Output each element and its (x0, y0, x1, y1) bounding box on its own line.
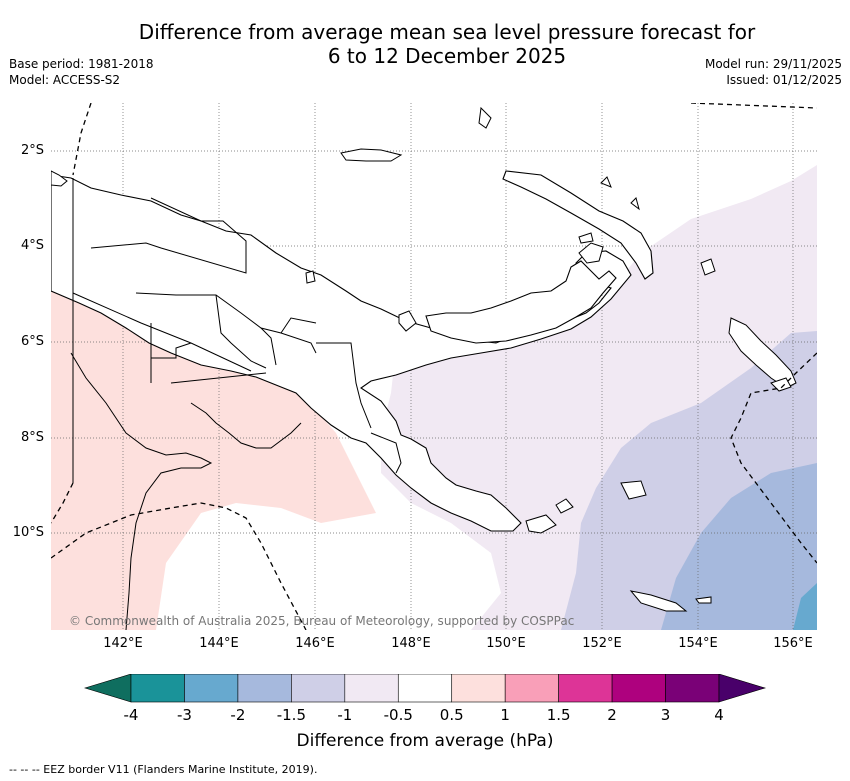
colorbar-swatch (451, 674, 506, 703)
colorbar-title: Difference from average (hPa) (296, 731, 554, 751)
issued-date: Issued: 01/12/2025 (726, 73, 842, 87)
map-svg (51, 103, 817, 630)
province-borders (72, 178, 402, 483)
title-line-2: 6 to 12 December 2025 (327, 44, 567, 68)
eez-borders (51, 103, 817, 630)
colorbar-swatch (130, 674, 185, 703)
southeast-islands (305, 106, 792, 612)
base-period: Base period: 1981-2018 (9, 57, 154, 71)
anomaly-negative-2-3 (793, 583, 817, 630)
colorbar-swatch (665, 674, 720, 703)
lon-label: 150°E (486, 636, 526, 651)
new-ireland-island (502, 170, 654, 280)
colorbar-swatch (397, 674, 453, 703)
anomaly-positive-0.5-1 (51, 288, 376, 630)
model-name: Model: ACCESS-S2 (9, 73, 121, 87)
colorbar-swatch (291, 674, 346, 703)
new-guinea-landmass (51, 174, 632, 532)
map-panel (51, 103, 817, 630)
lon-label: 154°E (678, 636, 718, 651)
colorbar-swatch (184, 674, 239, 703)
colorbar-tick-label: -2 (230, 706, 246, 724)
map-title: Difference from average mean sea level p… (0, 20, 850, 68)
colorbar-tick-label: 4 (714, 706, 724, 724)
southwest-coast (70, 352, 213, 630)
meta-right: Model run: 29/11/2025 Issued: 01/12/2025 (705, 56, 842, 88)
colorbar-swatch (558, 674, 613, 703)
colorbar (84, 674, 767, 703)
colorbar-tick-label: 1 (500, 706, 510, 724)
lat-label: 6°S (20, 334, 44, 349)
colorbar-tick-label: 3 (660, 706, 671, 724)
colorbar-tick-label: 2 (607, 706, 617, 724)
graticule (51, 103, 817, 630)
lat-label: 8°S (20, 430, 44, 445)
west-coast (51, 170, 68, 187)
colorbar-tick-label: 1.5 (546, 706, 571, 724)
colorbar-tick-label: -0.5 (383, 706, 413, 724)
gazelle-peninsula (578, 242, 604, 264)
lat-label: 2°S (20, 143, 44, 158)
model-run: Model run: 29/11/2025 (704, 57, 842, 71)
bougainville-island (728, 317, 797, 389)
colorbar-tick-label: -1.5 (276, 706, 306, 724)
lat-label: 10°S (12, 525, 44, 540)
copyright-text: © Commonwealth of Australia 2025, Bureau… (69, 614, 575, 628)
lon-label: 142°E (103, 636, 143, 651)
colorbar-tick-label: -3 (176, 706, 192, 724)
colorbar-tick-label: -4 (123, 706, 139, 724)
south-coast-detail (190, 402, 302, 449)
colorbar-extend-low (84, 674, 132, 703)
lon-label: 146°E (295, 636, 335, 651)
meta-left: Base period: 1981-2018 Model: ACCESS-S2 (9, 56, 154, 88)
anomaly-negative-1.5-2 (661, 463, 817, 630)
new-britain-island (425, 260, 617, 344)
manus-island (340, 148, 403, 162)
lon-label: 148°E (391, 636, 431, 651)
colorbar-swatch (344, 674, 399, 703)
colorbar-swatch (504, 674, 559, 703)
lon-label: 156°E (773, 636, 813, 651)
colorbar-swatch (237, 674, 292, 703)
colorbar-swatch (611, 674, 666, 703)
title-line-1: Difference from average mean sea level p… (138, 20, 756, 44)
colorbar-tick-label: 0.5 (439, 706, 464, 724)
lon-label: 144°E (199, 636, 239, 651)
lon-label: 152°E (582, 636, 622, 651)
colorbar-extend-high (718, 674, 767, 703)
eez-legend: -- -- -- EEZ border V11 (Flanders Marine… (9, 763, 318, 776)
lat-label: 4°S (20, 238, 44, 253)
colorbar-tick-label: -1 (337, 706, 353, 724)
